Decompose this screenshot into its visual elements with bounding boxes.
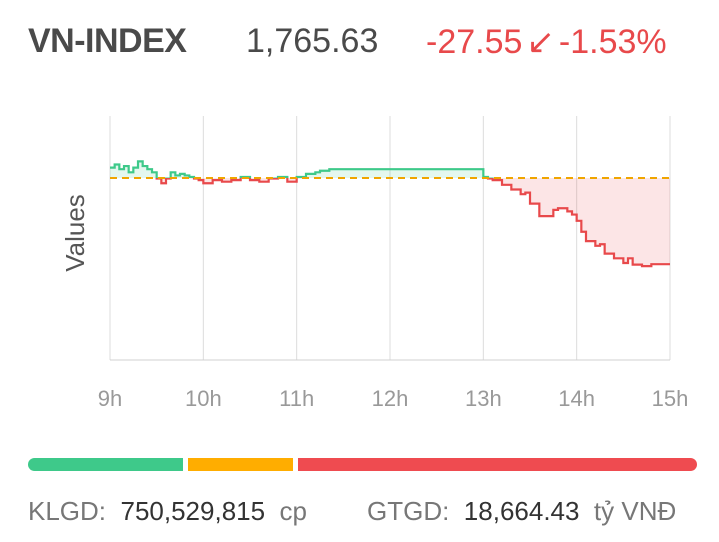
intraday-chart: 9h 10h 11h 12h 13h 14h 15h Values <box>60 116 689 411</box>
index-change-percent: -1.53% <box>558 23 667 61</box>
x-tick-label-11h: 11h <box>279 386 314 411</box>
series-line-above-reference <box>110 160 494 179</box>
x-tick-label-13h: 13h <box>465 386 502 411</box>
value-group: GTGD: 18,664.43 tỷ VNĐ <box>367 496 676 527</box>
x-tick-label-9h: 9h <box>98 386 122 411</box>
x-tick-label-12h: 12h <box>372 386 409 411</box>
x-tick-label-10h: 10h <box>185 386 222 411</box>
index-name: VN-INDEX <box>28 22 187 60</box>
volume-group: KLGD: 750,529,815 cp <box>28 496 307 527</box>
breadth-bar-unchanged <box>187 458 294 471</box>
x-tick-label-14h: 14h <box>558 386 595 411</box>
trade-value-label: GTGD: <box>367 496 450 526</box>
volume-label: KLGD: <box>28 496 107 526</box>
index-header: VN-INDEX 1,765.63 -27.55 ↙ -1.53% <box>28 20 709 64</box>
market-breadth-bar <box>28 458 697 471</box>
down-left-arrow-icon: ↙ <box>526 23 555 61</box>
trade-value-value: 18,664.43 <box>463 496 580 526</box>
series-area-below-reference <box>156 178 670 267</box>
index-change-group: -27.55 ↙ -1.53% <box>426 22 667 62</box>
y-axis-label: Values <box>60 194 90 272</box>
index-change-points: -27.55 <box>426 23 523 61</box>
series-line-below-reference <box>155 178 670 268</box>
breadth-bar-advancing <box>28 458 183 471</box>
x-tick-label-15h: 15h <box>652 386 689 411</box>
index-value: 1,765.63 <box>246 22 379 60</box>
breadth-bar-declining <box>298 458 697 471</box>
volume-unit: cp <box>279 496 307 526</box>
trade-value-unit: tỷ VNĐ <box>593 496 677 526</box>
volume-value: 750,529,815 <box>120 496 266 526</box>
